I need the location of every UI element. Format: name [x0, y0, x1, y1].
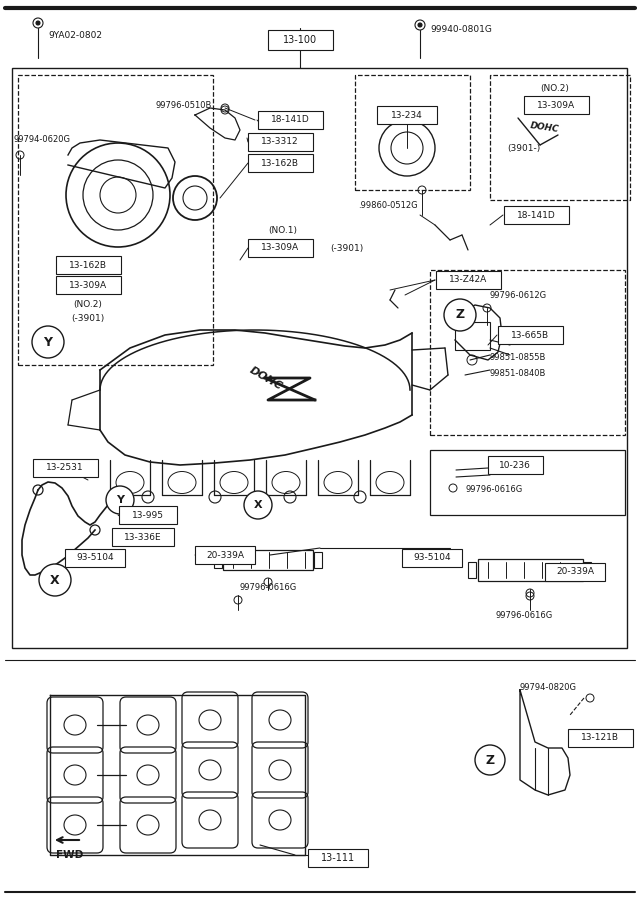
- Text: (-3901): (-3901): [330, 244, 364, 253]
- Text: (-3901): (-3901): [72, 313, 104, 322]
- Text: 13-162B: 13-162B: [69, 260, 107, 269]
- Text: 93-5104: 93-5104: [76, 554, 114, 562]
- Text: 99794-0820G: 99794-0820G: [520, 683, 577, 692]
- Bar: [478, 559, 583, 581]
- Circle shape: [475, 745, 505, 775]
- Bar: [377, 106, 437, 124]
- Bar: [430, 270, 625, 435]
- Text: 13-336E: 13-336E: [124, 533, 162, 542]
- Text: Z: Z: [456, 309, 465, 321]
- Text: 13-309A: 13-309A: [537, 101, 575, 110]
- Bar: [65, 549, 125, 567]
- Bar: [468, 562, 476, 578]
- Text: 99796-0616G: 99796-0616G: [465, 485, 522, 494]
- Bar: [314, 552, 322, 568]
- Circle shape: [244, 491, 272, 519]
- Bar: [583, 562, 591, 578]
- Text: 13-3312: 13-3312: [261, 138, 299, 147]
- Text: (NO.1): (NO.1): [268, 226, 297, 235]
- Text: (NO.2): (NO.2): [541, 84, 570, 93]
- Bar: [33, 459, 97, 477]
- Text: 13-2531: 13-2531: [46, 464, 84, 472]
- Bar: [223, 550, 313, 570]
- Text: 13-665B: 13-665B: [511, 330, 549, 339]
- Circle shape: [32, 326, 64, 358]
- Circle shape: [106, 486, 134, 514]
- Bar: [568, 729, 632, 747]
- Bar: [18, 75, 213, 365]
- Text: 13-Z42A: 13-Z42A: [449, 275, 487, 284]
- Bar: [195, 546, 255, 564]
- Text: DOHC: DOHC: [248, 365, 284, 392]
- Bar: [308, 849, 368, 867]
- Text: 99851-0840B: 99851-0840B: [490, 368, 547, 377]
- Text: FWD: FWD: [56, 850, 84, 860]
- Text: 13-162B: 13-162B: [261, 158, 299, 167]
- Text: 99940-0801G: 99940-0801G: [430, 25, 492, 34]
- Text: 99796-0616G: 99796-0616G: [240, 582, 297, 591]
- Bar: [268, 30, 333, 50]
- Bar: [402, 549, 462, 567]
- Bar: [524, 96, 589, 114]
- Text: X: X: [253, 500, 262, 510]
- Bar: [214, 552, 222, 568]
- Text: 18-141D: 18-141D: [271, 115, 309, 124]
- Text: 99796-0510B: 99796-0510B: [155, 101, 211, 110]
- Bar: [12, 68, 627, 648]
- Text: 9YA02-0802: 9YA02-0802: [48, 31, 102, 40]
- Text: Y: Y: [116, 495, 124, 505]
- Text: 99794-0620G: 99794-0620G: [14, 136, 71, 145]
- Text: 13-309A: 13-309A: [261, 244, 299, 253]
- Bar: [112, 528, 174, 546]
- Bar: [455, 322, 490, 350]
- Text: (NO.2): (NO.2): [74, 301, 102, 310]
- Bar: [248, 154, 312, 172]
- Bar: [248, 133, 312, 151]
- Circle shape: [36, 21, 40, 25]
- Bar: [490, 75, 630, 200]
- Text: 20-339A: 20-339A: [556, 568, 594, 577]
- Bar: [355, 75, 470, 190]
- Text: (3901-): (3901-): [507, 143, 540, 152]
- Bar: [56, 256, 120, 274]
- Bar: [435, 271, 500, 289]
- Circle shape: [444, 299, 476, 331]
- Text: 20-339A: 20-339A: [206, 551, 244, 560]
- Bar: [504, 206, 568, 224]
- Text: 10-236: 10-236: [499, 461, 531, 470]
- Text: 99851-0855B: 99851-0855B: [490, 354, 547, 363]
- Text: 13-234: 13-234: [391, 111, 423, 120]
- Text: 13-100: 13-100: [283, 35, 317, 45]
- Text: 13-111: 13-111: [321, 853, 355, 863]
- Bar: [545, 563, 605, 581]
- Text: 93-5104: 93-5104: [413, 554, 451, 562]
- Text: 13-995: 13-995: [132, 510, 164, 519]
- Bar: [488, 456, 543, 474]
- Bar: [248, 239, 312, 257]
- Bar: [497, 326, 563, 344]
- Text: DOHC: DOHC: [530, 122, 560, 134]
- Bar: [430, 450, 625, 515]
- Circle shape: [418, 23, 422, 27]
- Text: 99796-0616G: 99796-0616G: [495, 610, 552, 619]
- Bar: [119, 506, 177, 524]
- Text: 13-309A: 13-309A: [69, 281, 107, 290]
- Bar: [56, 276, 120, 294]
- Text: X: X: [50, 573, 60, 587]
- Text: 13-121B: 13-121B: [581, 734, 619, 742]
- Bar: [257, 111, 323, 129]
- Text: Z: Z: [485, 753, 495, 767]
- Text: 99796-0612G: 99796-0612G: [490, 291, 547, 300]
- Text: 18-141D: 18-141D: [516, 211, 556, 220]
- Text: Y: Y: [44, 336, 52, 348]
- Circle shape: [39, 564, 71, 596]
- Text: .99860-0512G: .99860-0512G: [358, 201, 418, 210]
